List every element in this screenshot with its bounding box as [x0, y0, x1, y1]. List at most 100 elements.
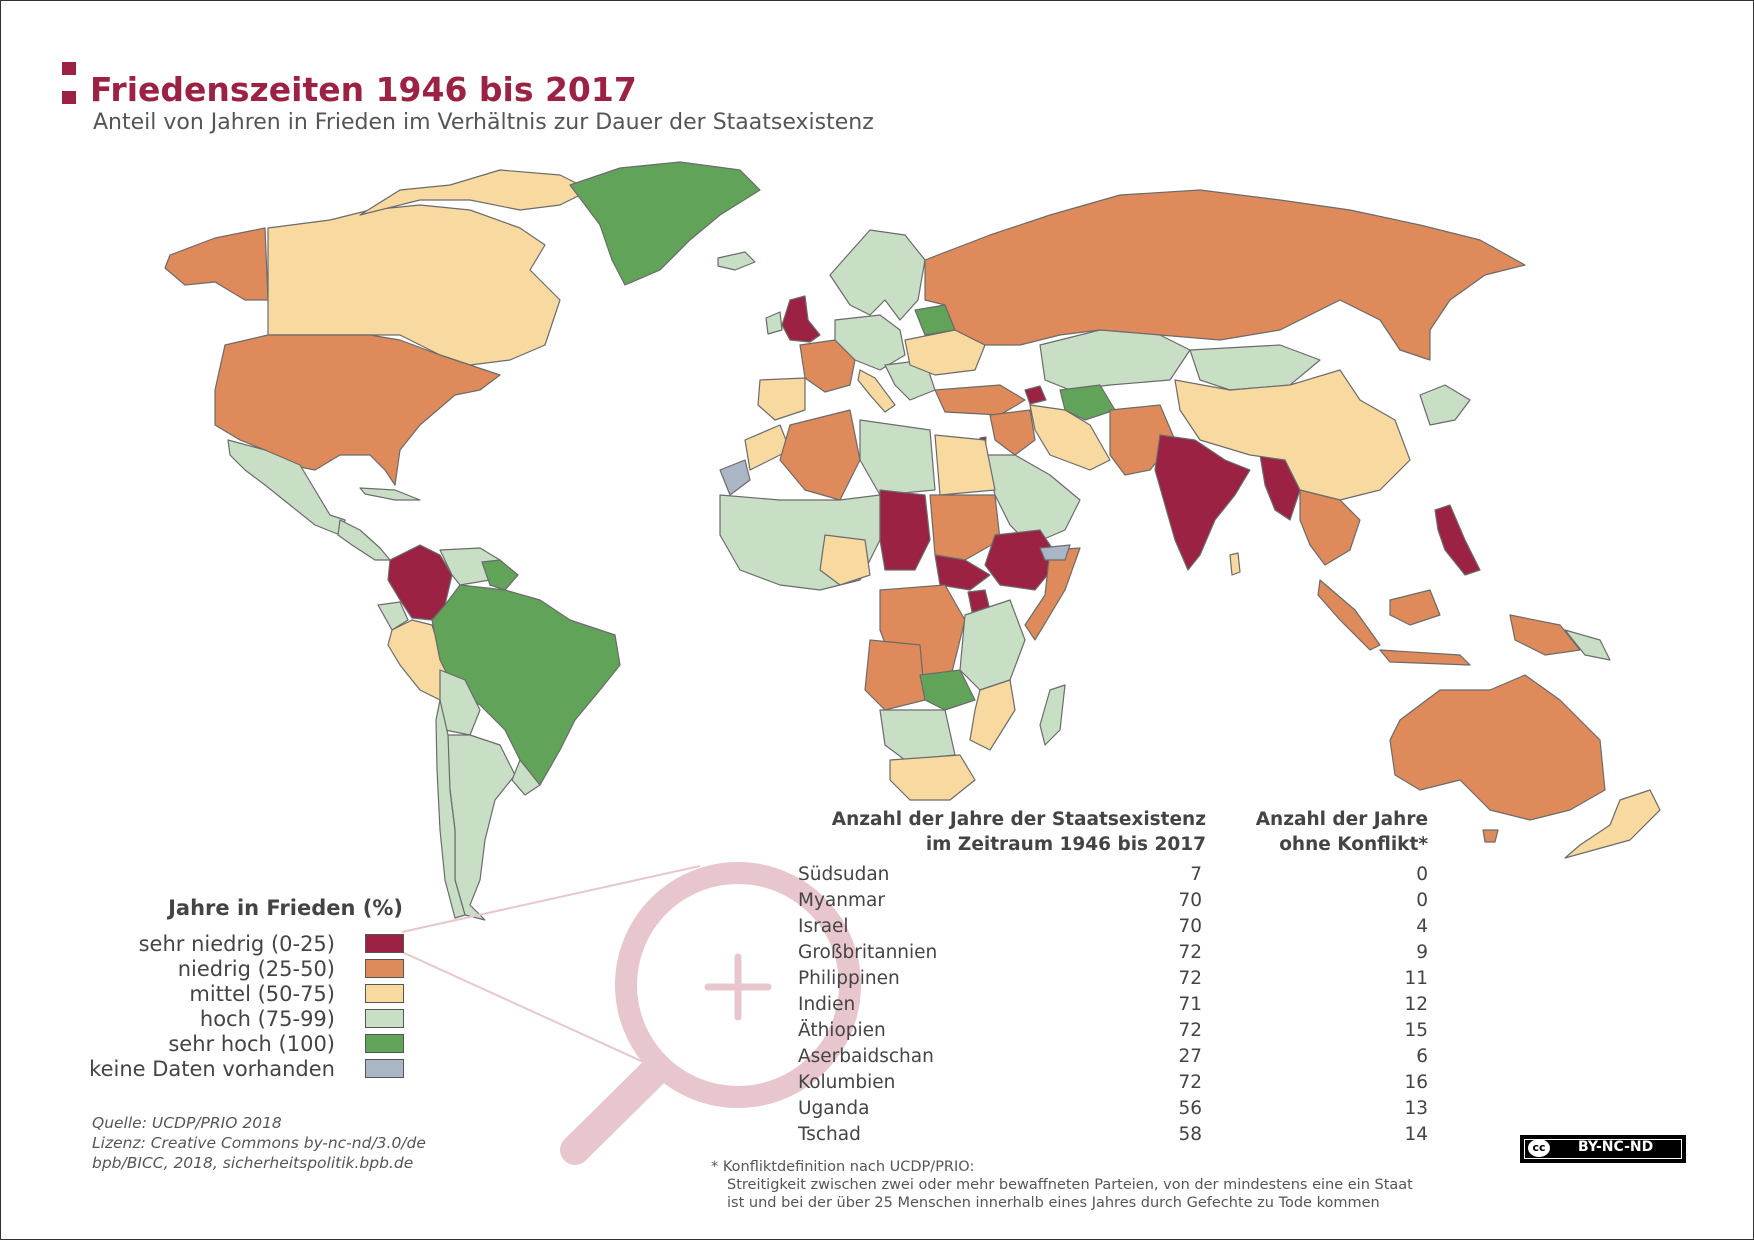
region-russia: [924, 189, 1526, 361]
region-central-america: [337, 519, 391, 561]
region-indonesia-2: [1389, 589, 1441, 626]
region-chile: [435, 699, 466, 919]
table-row: Großbritannien 72 9: [798, 942, 1430, 966]
years-cell: 72: [1178, 942, 1202, 963]
region-iceland: [717, 251, 756, 271]
region-zambia: [919, 669, 976, 711]
years-cell: 72: [1178, 1020, 1202, 1041]
table-row: Aserbaidschan 27 6: [798, 1046, 1430, 1070]
region-algeria: [779, 409, 861, 501]
region-angola: [864, 639, 926, 711]
table-row: Philippinen 72 11: [798, 968, 1430, 992]
legend-swatch: [365, 1034, 404, 1053]
region-alaska: [164, 227, 269, 301]
footnote-line: * Konfliktdefinition nach UCDP/PRIO:: [711, 1159, 975, 1175]
legend-swatch: [365, 934, 404, 953]
peace-cell: 9: [1416, 942, 1428, 963]
table-row: Uganda 56 13: [798, 1098, 1430, 1122]
legend-item-no-data: keine Daten vorhanden: [40, 1057, 440, 1081]
region-western-sahara: [719, 459, 751, 496]
country-cell: Uganda: [798, 1098, 870, 1119]
legend-swatch: [365, 1009, 404, 1028]
legend-item-very-low: sehr niedrig (0-25): [40, 932, 440, 956]
region-iran: [1029, 404, 1111, 471]
table-row: Indien 71 12: [798, 994, 1430, 1018]
region-south-sudan: [934, 554, 991, 591]
region-uruguay: [511, 759, 541, 796]
region-india: [1154, 434, 1251, 571]
legend-label: sehr hoch (100): [168, 1032, 335, 1056]
peace-cell: 16: [1404, 1072, 1428, 1093]
magnifier-pointer-lower: [401, 951, 651, 1066]
region-nigeria: [819, 534, 871, 586]
region-central-europe: [834, 314, 906, 371]
region-ecuador: [377, 601, 409, 631]
region-egypt: [934, 434, 996, 496]
peace-cell: 12: [1404, 994, 1428, 1015]
legend-label: niedrig (25-50): [177, 957, 335, 981]
footnote-line: ist und bei der über 25 Menschen innerha…: [727, 1195, 1380, 1211]
country-cell: Äthiopien: [798, 1020, 886, 1041]
magnifier-icon: [401, 862, 861, 1165]
region-korea-japan: [1419, 384, 1471, 426]
table-header-line: ohne Konflikt*: [1279, 834, 1428, 855]
region-papua: [1509, 614, 1581, 656]
region-arabia: [984, 454, 1081, 546]
legend-label: mittel (50-75): [189, 982, 335, 1006]
table-row: Äthiopien 72 15: [798, 1020, 1430, 1044]
region-png: [1564, 629, 1611, 661]
country-cell: Israel: [798, 916, 849, 937]
country-cell: Myanmar: [798, 890, 885, 911]
years-cell: 70: [1178, 916, 1202, 937]
region-iberia: [757, 377, 806, 421]
region-libya: [859, 419, 936, 496]
footnote: * Konfliktdefinition nach UCDP/PRIO: Str…: [711, 1158, 1413, 1212]
legend-label: hoch (75-99): [199, 1007, 335, 1031]
region-china: [1174, 369, 1411, 501]
years-cell: 27: [1178, 1046, 1202, 1067]
peace-cell: 11: [1404, 968, 1428, 989]
table-header-line: Anzahl der Jahre: [1255, 809, 1428, 830]
magnifier-handle: [560, 1055, 671, 1165]
table-row: Südsudan 7 0: [798, 864, 1430, 888]
region-sri-lanka: [1229, 552, 1241, 576]
years-cell: 72: [1178, 1072, 1202, 1093]
country-cell: Kolumbien: [798, 1072, 896, 1093]
page-title: Friedenszeiten 1946 bis 2017: [90, 70, 637, 109]
legend-item-very-high: sehr hoch (100): [40, 1032, 440, 1056]
region-guyana: [481, 559, 519, 591]
region-madagascar: [1039, 684, 1066, 746]
peace-cell: 13: [1404, 1098, 1428, 1119]
cc-icon: cc: [1528, 1139, 1550, 1157]
region-usa: [214, 334, 501, 486]
magnifier-pointer-upper: [401, 865, 701, 933]
table-header-line: Anzahl der Jahre der Staatsexistenz: [831, 809, 1206, 830]
license-badge[interactable]: cc BY-NC-ND: [1520, 1135, 1686, 1163]
region-tasmania: [1482, 829, 1499, 843]
region-djibouti-area: [1039, 544, 1071, 561]
legend-swatch: [365, 984, 404, 1003]
country-cell: Aserbaidschan: [798, 1046, 934, 1067]
legend-swatch: [365, 959, 404, 978]
region-ethiopia: [984, 529, 1061, 591]
country-cell: Großbritannien: [798, 942, 938, 963]
region-indonesia-3: [1379, 649, 1471, 666]
region-sudan: [929, 494, 1001, 561]
region-azerbaijan: [1024, 385, 1047, 405]
table-row: Kolumbien 72 16: [798, 1072, 1430, 1096]
country-cell: Tschad: [798, 1124, 861, 1145]
license-text: BY-NC-ND: [1578, 1139, 1654, 1155]
region-iraq-syria: [989, 409, 1036, 456]
legend-swatch: [365, 1059, 404, 1078]
region-turkey: [934, 384, 1026, 416]
legend-item-low: niedrig (25-50): [40, 957, 440, 981]
country-cell: Philippinen: [798, 968, 900, 989]
region-new-zealand: [1564, 789, 1661, 859]
years-cell: 71: [1178, 994, 1202, 1015]
country-cell: Indien: [798, 994, 856, 1015]
magnifier-lens: [615, 862, 861, 1108]
peace-cell: 4: [1416, 916, 1428, 937]
peace-cell: 14: [1404, 1124, 1428, 1145]
peace-cell: 0: [1416, 890, 1428, 911]
